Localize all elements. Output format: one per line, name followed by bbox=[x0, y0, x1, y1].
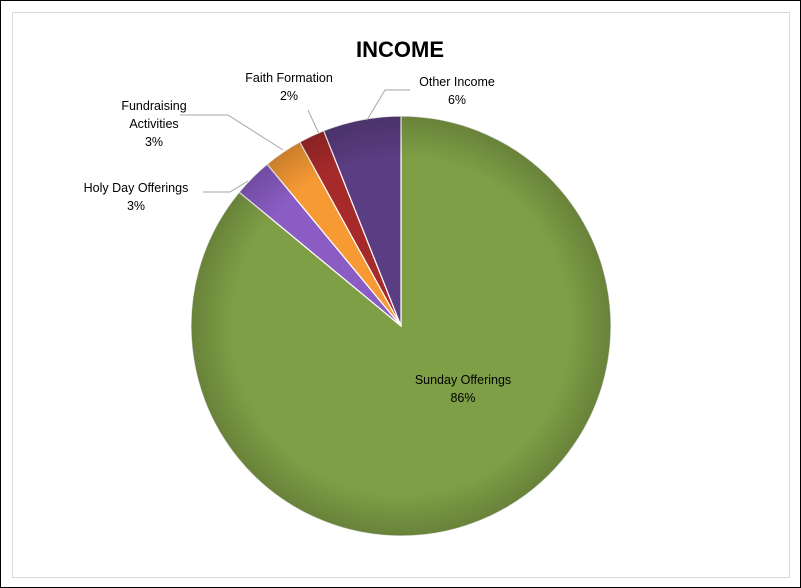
slice-label-fundraising-line2: Activities bbox=[129, 117, 178, 131]
pie-labels: Sunday Offerings 86% Holy Day Offerings … bbox=[84, 71, 512, 405]
slice-pct-holy-day-offerings: 3% bbox=[127, 199, 145, 213]
chart-title: INCOME bbox=[356, 37, 444, 62]
pie-slices bbox=[190, 115, 612, 537]
slice-pct-fundraising-activities: 3% bbox=[145, 135, 163, 149]
slice-pct-sunday-offerings: 86% bbox=[450, 391, 475, 405]
leader-line-fundraising-activities bbox=[180, 114, 284, 151]
slice-pct-other-income: 6% bbox=[448, 93, 466, 107]
leader-line-holy-day-offerings bbox=[203, 180, 249, 193]
leader-line-faith-formation bbox=[307, 109, 320, 135]
leader-line-other-income bbox=[366, 89, 410, 121]
slice-pct-faith-formation: 2% bbox=[280, 89, 298, 103]
slice-label-other-income: Other Income bbox=[419, 75, 495, 89]
pie-bevel-shade bbox=[191, 116, 611, 536]
slice-label-holy-day-offerings: Holy Day Offerings bbox=[84, 181, 189, 195]
slice-label-sunday-offerings: Sunday Offerings bbox=[415, 373, 511, 387]
slice-label-faith-formation: Faith Formation bbox=[245, 71, 333, 85]
slice-label-fundraising-line1: Fundraising bbox=[121, 99, 186, 113]
